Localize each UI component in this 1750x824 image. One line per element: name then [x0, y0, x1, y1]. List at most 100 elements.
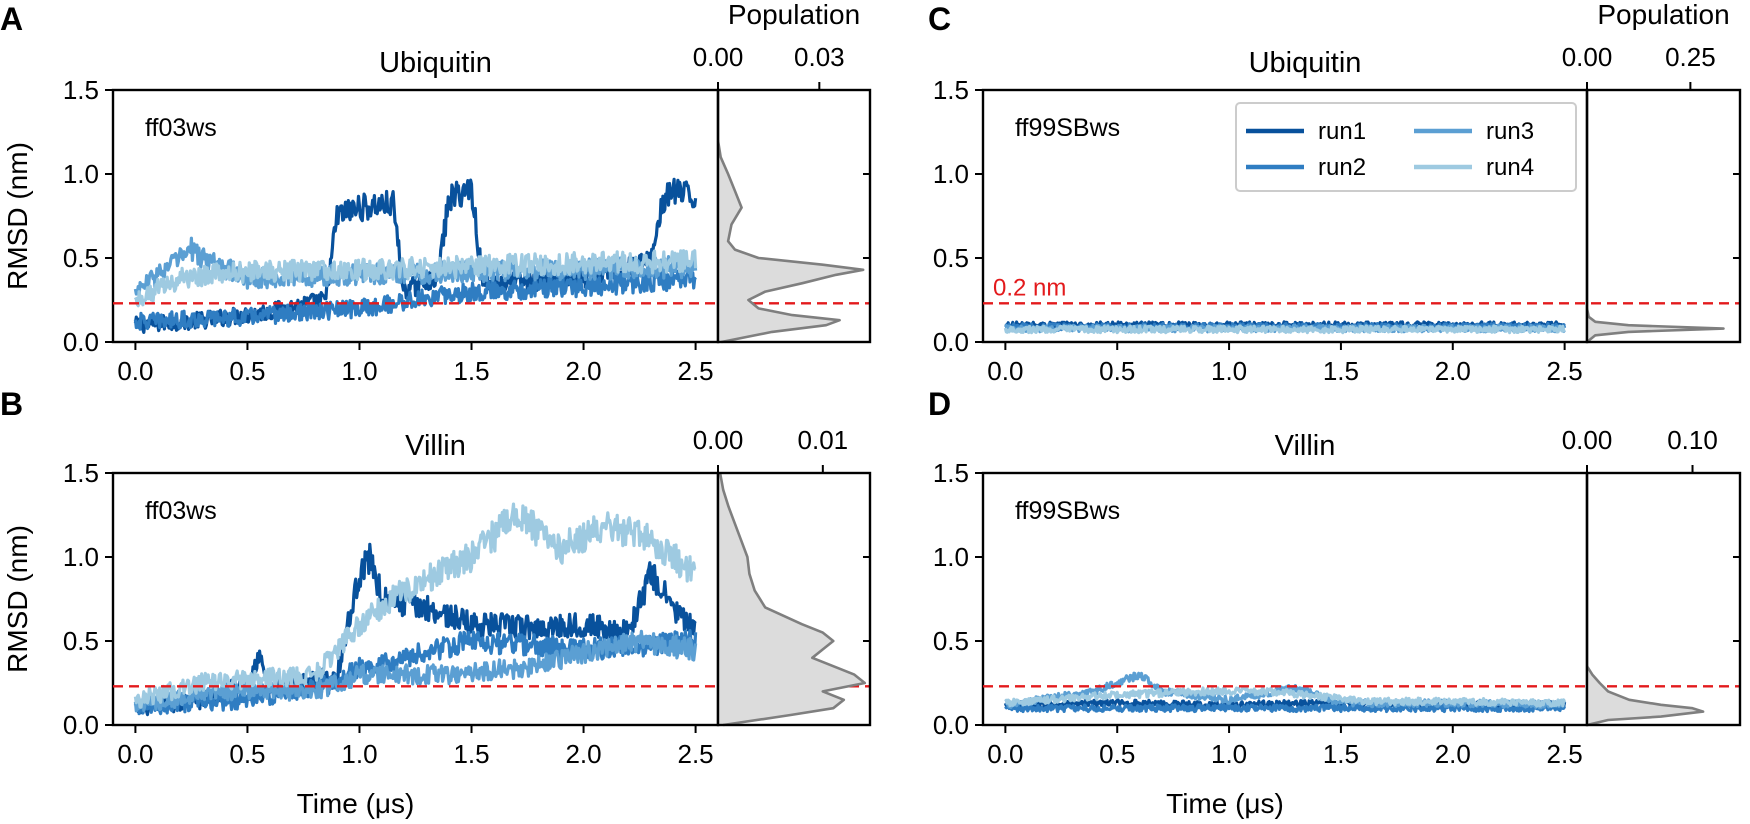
population-fill — [1587, 666, 1704, 725]
population-fill — [1587, 308, 1724, 342]
force-field-label: ff03ws — [145, 497, 217, 525]
x-tick-label: 0.5 — [1099, 739, 1135, 769]
x-axis-label: Time (μs) — [297, 788, 415, 819]
x-tick-label: 0.0 — [117, 356, 153, 386]
y-tick-label: 0.0 — [63, 327, 99, 357]
legend-label-run4: run4 — [1486, 154, 1534, 181]
y-tick-label: 0.5 — [933, 243, 969, 273]
x-tick-label: 1.5 — [1323, 739, 1359, 769]
legend-label-run3: run3 — [1486, 118, 1534, 145]
y-tick-label: 1.5 — [63, 458, 99, 488]
x-tick-label: 0.5 — [1099, 356, 1135, 386]
x-tick-label: 1.0 — [1211, 739, 1247, 769]
x-tick-label: 2.0 — [565, 739, 601, 769]
y-tick-label: 0.5 — [63, 243, 99, 273]
x-tick-label: 2.5 — [678, 739, 714, 769]
population-frame — [1585, 471, 1742, 727]
panel-title: Villin — [405, 430, 466, 462]
population-tick-label: 0.10 — [1667, 425, 1718, 455]
population-tick-label: 0.00 — [693, 425, 744, 455]
y-tick-label: 1.5 — [63, 75, 99, 105]
x-tick-label: 1.0 — [1211, 356, 1247, 386]
y-tick-label: 1.0 — [933, 159, 969, 189]
population-curve — [716, 140, 865, 344]
panel-a: 0.0 0.5 1.0 1.5 2.0 2.5 0.0 0.5 1.0 1.5 0.00 0.03 Po… — [0, 0, 872, 386]
y-tick-label: 1.0 — [63, 542, 99, 572]
population-panel: 0.00 0.10 — [1562, 425, 1742, 727]
x-tick-label: 0.0 — [117, 739, 153, 769]
x-tick-label: 2.5 — [1547, 739, 1583, 769]
reference-line-label: 0.2 nm — [993, 274, 1066, 301]
population-tick-label: 0.00 — [1562, 425, 1613, 455]
x-tick-label: 0.5 — [229, 739, 265, 769]
legend-label-run1: run1 — [1318, 118, 1366, 145]
x-tick-label: 2.0 — [1435, 739, 1471, 769]
legend-label-run2: run2 — [1318, 154, 1366, 181]
population-frame — [716, 471, 872, 727]
population-tick-label: 0.03 — [794, 42, 845, 72]
series-run4 — [133, 502, 697, 709]
panel-letter: B — [0, 386, 23, 422]
y-tick-label: 0.0 — [933, 327, 969, 357]
population-fill — [718, 140, 864, 342]
force-field-label: ff99SBws — [1015, 497, 1120, 525]
y-tick-label: 0.5 — [63, 626, 99, 656]
population-tick-label: 0.00 — [693, 42, 744, 72]
force-field-label: ff99SBws — [1015, 114, 1120, 142]
x-tick-label: 1.0 — [341, 739, 377, 769]
x-tick-label: 0.0 — [987, 739, 1023, 769]
population-curve — [718, 472, 867, 727]
traces — [133, 177, 698, 334]
panel-letter: D — [928, 386, 951, 422]
population-frame — [716, 88, 872, 344]
y-axis-label: RMSD (nm) — [2, 525, 33, 673]
x-tick-label: 1.5 — [453, 739, 489, 769]
population-curve — [1585, 665, 1705, 727]
series-run3 — [133, 629, 698, 713]
legend-box — [1235, 102, 1577, 192]
legend: run1 run2 run3 run4 — [1235, 102, 1577, 192]
population-panel: 0.00 0.25 Population — [1562, 0, 1742, 344]
panel-letter: C — [928, 1, 951, 37]
x-tick-label: 0.5 — [229, 356, 265, 386]
population-tick-label: 0.00 — [1562, 42, 1613, 72]
x-tick-label: 1.5 — [1323, 356, 1359, 386]
x-tick-label: 2.5 — [678, 356, 714, 386]
panel-letter: A — [0, 1, 23, 37]
x-tick-label: 2.5 — [1547, 356, 1583, 386]
traces — [1003, 320, 1567, 335]
panel-b: 0.0 0.5 1.0 1.5 2.0 2.5 0.0 0.5 1.0 1.5 0.00 0.01 Vi… — [0, 386, 872, 819]
panel-title: Ubiquitin — [379, 47, 492, 79]
population-curve — [1585, 308, 1725, 344]
x-tick-label: 1.0 — [341, 356, 377, 386]
y-tick-label: 1.5 — [933, 75, 969, 105]
traces — [133, 502, 698, 717]
x-tick-label: 2.0 — [1435, 356, 1471, 386]
series-run4 — [1004, 686, 1567, 708]
population-label: Population — [1597, 0, 1729, 30]
panel-d: 0.0 0.5 1.0 1.5 2.0 2.5 0.0 0.5 1.0 1.5 0.00 0.10 Vi… — [928, 386, 1742, 819]
population-tick-label: 0.25 — [1665, 42, 1716, 72]
series-run2 — [1004, 703, 1567, 714]
y-axis-label: RMSD (nm) — [2, 142, 33, 290]
x-axis-label: Time (μs) — [1166, 788, 1284, 819]
y-tick-label: 0.5 — [933, 626, 969, 656]
series-run2 — [133, 268, 697, 331]
force-field-label: ff03ws — [145, 114, 217, 142]
series-run4 — [1003, 324, 1566, 335]
panel-title: Villin — [1275, 430, 1336, 462]
population-frame — [1585, 88, 1742, 344]
x-tick-label: 2.0 — [565, 356, 601, 386]
x-tick-label: 1.5 — [453, 356, 489, 386]
series-run4 — [133, 249, 698, 308]
y-tick-label: 0.0 — [63, 710, 99, 740]
y-tick-label: 1.0 — [933, 542, 969, 572]
population-panel: 0.00 0.03 Population — [693, 0, 872, 344]
panel-title: Ubiquitin — [1249, 47, 1362, 79]
y-tick-label: 1.0 — [63, 159, 99, 189]
x-tick-label: 0.0 — [987, 356, 1023, 386]
population-panel: 0.00 0.01 — [693, 425, 872, 727]
y-tick-label: 0.0 — [933, 710, 969, 740]
population-label: Population — [728, 0, 860, 30]
